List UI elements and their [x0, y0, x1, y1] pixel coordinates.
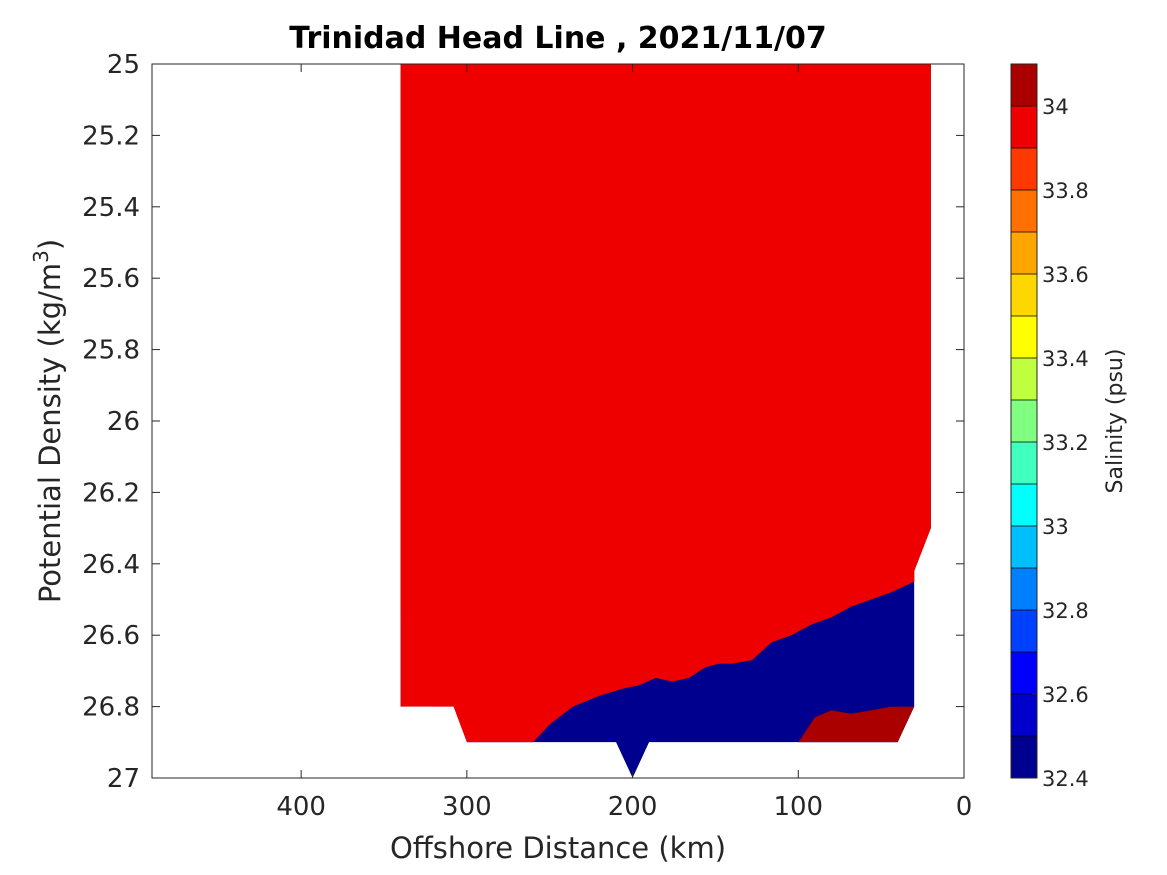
y-tick-label: 25.8 — [82, 336, 140, 366]
colorbar-segment — [1011, 148, 1037, 190]
colorbar-tick-label: 33.2 — [1042, 431, 1089, 455]
chart-title: Trinidad Head Line , 2021/11/07 — [289, 21, 826, 56]
y-axis-label-superscript: 3 — [29, 250, 53, 263]
colorbar-tick-label: 32.6 — [1042, 683, 1089, 707]
y-tick-label: 26.2 — [82, 478, 140, 508]
colorbar-segment — [1011, 106, 1037, 148]
x-tick-label: 100 — [773, 792, 823, 822]
colorbar-tick-label: 34 — [1042, 95, 1069, 119]
colorbar-segment — [1011, 526, 1037, 568]
colorbar: 32.4 32.6 32.8 33 33.2 33.4 33.6 33.8 34 — [1010, 63, 1089, 791]
x-tick-label: 0 — [956, 792, 973, 822]
colorbar-tick-label: 33.8 — [1042, 179, 1089, 203]
colorbar-segment — [1011, 610, 1037, 652]
y-axis-label: Potential Density (kg/m3) — [29, 239, 67, 603]
y-axis-label-close: ) — [33, 239, 67, 250]
y-tick-label: 25.4 — [82, 193, 140, 223]
y-tick-label: 26.4 — [82, 550, 140, 580]
colorbar-segment — [1011, 736, 1037, 778]
y-tick-label: 26 — [107, 407, 140, 437]
colorbar-segment — [1011, 358, 1037, 400]
colorbar-segment — [1011, 694, 1037, 736]
colorbar-segment — [1011, 274, 1037, 316]
colorbar-frame — [1010, 63, 1038, 779]
colorbar-segment — [1011, 484, 1037, 526]
colorbar-tick-label: 33.4 — [1042, 347, 1089, 371]
colorbar-segment — [1011, 400, 1037, 442]
y-axis-label-main: Potential Density (kg/m — [33, 263, 67, 603]
colorbar-segment — [1011, 316, 1037, 358]
contour-band — [400, 64, 931, 743]
x-axis-ticks: 400 300 200 100 0 — [276, 64, 972, 822]
y-tick-label: 26.6 — [82, 621, 140, 651]
colorbar-tick-label: 33 — [1042, 515, 1069, 539]
y-tick-label: 27 — [107, 764, 140, 794]
y-axis-ticks: 25 25.2 25.4 25.6 25.8 26 26.2 26.4 26.6 26.8 27 — [82, 50, 964, 794]
x-tick-label: 200 — [608, 792, 658, 822]
colorbar-segment — [1011, 568, 1037, 610]
colorbar-segment — [1011, 652, 1037, 694]
colorbar-segment — [1011, 442, 1037, 484]
y-tick-label: 26.8 — [82, 693, 140, 723]
y-tick-label: 25.2 — [82, 121, 140, 151]
contour-band — [797, 706, 915, 743]
y-tick-label: 25 — [107, 50, 140, 80]
colorbar-tick-label: 32.8 — [1042, 599, 1089, 623]
salinity-contours — [400, 64, 931, 778]
y-tick-label: 25.6 — [82, 264, 140, 294]
colorbar-segment — [1011, 232, 1037, 274]
colorbar-label: Salinity (psu) — [1103, 349, 1128, 494]
colorbar-tick-label: 32.4 — [1042, 767, 1089, 791]
x-tick-label: 400 — [276, 792, 326, 822]
x-axis-label: Offshore Distance (km) — [390, 831, 726, 865]
colorbar-segment — [1011, 190, 1037, 232]
x-tick-label: 300 — [442, 792, 492, 822]
colorbar-tick-label: 33.6 — [1042, 263, 1089, 287]
colorbar-segment — [1011, 64, 1037, 106]
